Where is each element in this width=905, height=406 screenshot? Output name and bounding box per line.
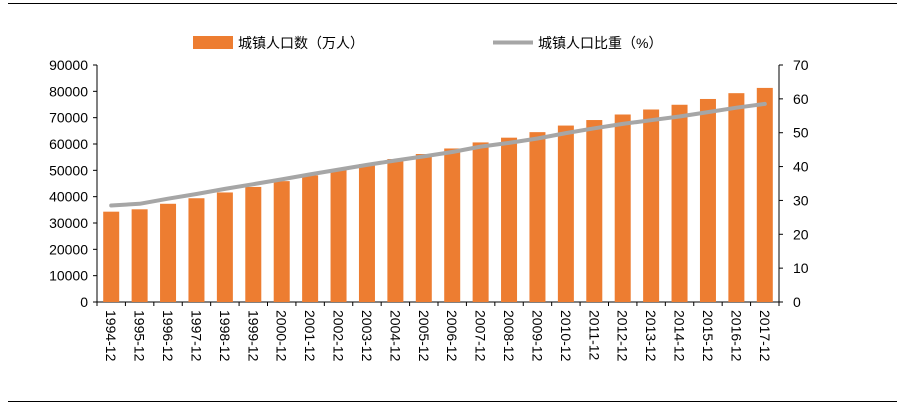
left-tick-label: 60000 bbox=[49, 136, 88, 152]
x-tick-label: 2013-12 bbox=[643, 310, 659, 362]
x-tick-label: 2016-12 bbox=[728, 310, 744, 362]
left-tick-label: 20000 bbox=[49, 241, 88, 257]
left-tick-label: 40000 bbox=[49, 189, 88, 205]
top-rule bbox=[8, 3, 897, 4]
x-tick-label: 2002-12 bbox=[331, 310, 347, 362]
bar bbox=[131, 209, 148, 302]
bar bbox=[699, 98, 716, 302]
bar bbox=[330, 169, 347, 302]
left-tick-label: 10000 bbox=[49, 268, 88, 284]
bar bbox=[188, 198, 205, 302]
x-tick-label: 2009-12 bbox=[529, 310, 545, 362]
bar bbox=[472, 142, 489, 302]
x-tick-label: 2004-12 bbox=[387, 310, 403, 362]
right-tick-label: 20 bbox=[793, 226, 809, 242]
x-tick-label: 1999-12 bbox=[245, 310, 261, 362]
x-tick-label: 1998-12 bbox=[217, 310, 233, 362]
x-tick-label: 2010-12 bbox=[558, 310, 574, 362]
x-tick-label: 2007-12 bbox=[473, 310, 489, 362]
right-tick-label: 60 bbox=[793, 91, 809, 107]
x-tick-label: 1997-12 bbox=[188, 310, 204, 362]
bar bbox=[501, 137, 518, 302]
x-tick-label: 2006-12 bbox=[444, 310, 460, 362]
x-tick-label: 2003-12 bbox=[359, 310, 375, 362]
x-tick-label: 2000-12 bbox=[274, 310, 290, 362]
left-tick-label: 80000 bbox=[49, 83, 88, 99]
right-tick-label: 0 bbox=[793, 294, 801, 310]
bar bbox=[614, 114, 631, 302]
bar bbox=[444, 148, 461, 302]
bar bbox=[643, 109, 660, 303]
left-tick-label: 0 bbox=[80, 294, 88, 310]
bar bbox=[387, 159, 404, 302]
right-tick-label: 50 bbox=[793, 125, 809, 141]
bar bbox=[245, 186, 262, 302]
bar bbox=[160, 203, 177, 302]
x-tick-label: 2017-12 bbox=[757, 310, 773, 362]
x-tick-label: 1994-12 bbox=[103, 310, 119, 362]
bar bbox=[216, 192, 233, 302]
bar bbox=[756, 87, 773, 302]
legend-label-bars: 城镇人口数（万人） bbox=[238, 35, 364, 51]
left-tick-label: 50000 bbox=[49, 162, 88, 178]
right-tick-label: 40 bbox=[793, 159, 809, 175]
bar bbox=[358, 164, 375, 302]
bar bbox=[529, 132, 546, 302]
legend-label-line: 城镇人口比重（%） bbox=[538, 35, 662, 51]
x-tick-label: 2005-12 bbox=[416, 310, 432, 362]
bar bbox=[557, 125, 574, 302]
bar bbox=[728, 93, 745, 302]
x-tick-label: 1995-12 bbox=[132, 310, 148, 362]
bar bbox=[586, 120, 603, 302]
left-tick-label: 90000 bbox=[49, 57, 88, 73]
bar bbox=[671, 104, 688, 302]
x-tick-label: 2015-12 bbox=[700, 310, 716, 362]
x-tick-label: 2011-12 bbox=[586, 310, 602, 361]
right-tick-label: 70 bbox=[793, 57, 809, 73]
bar bbox=[273, 181, 290, 302]
bottom-rule bbox=[8, 401, 897, 402]
right-tick-label: 30 bbox=[793, 192, 809, 208]
bar bbox=[415, 154, 432, 302]
x-tick-label: 1996-12 bbox=[160, 310, 176, 362]
x-tick-label: 2012-12 bbox=[615, 310, 631, 362]
bar bbox=[103, 211, 120, 302]
left-tick-label: 70000 bbox=[49, 110, 88, 126]
x-tick-label: 2001-12 bbox=[302, 310, 318, 362]
ratio-line bbox=[109, 101, 767, 208]
bar bbox=[302, 175, 319, 302]
left-tick-label: 30000 bbox=[49, 215, 88, 231]
x-tick-label: 2014-12 bbox=[672, 310, 688, 362]
right-tick-label: 10 bbox=[793, 260, 809, 276]
x-tick-label: 2008-12 bbox=[501, 310, 517, 362]
legend-swatch-bars bbox=[193, 36, 233, 49]
